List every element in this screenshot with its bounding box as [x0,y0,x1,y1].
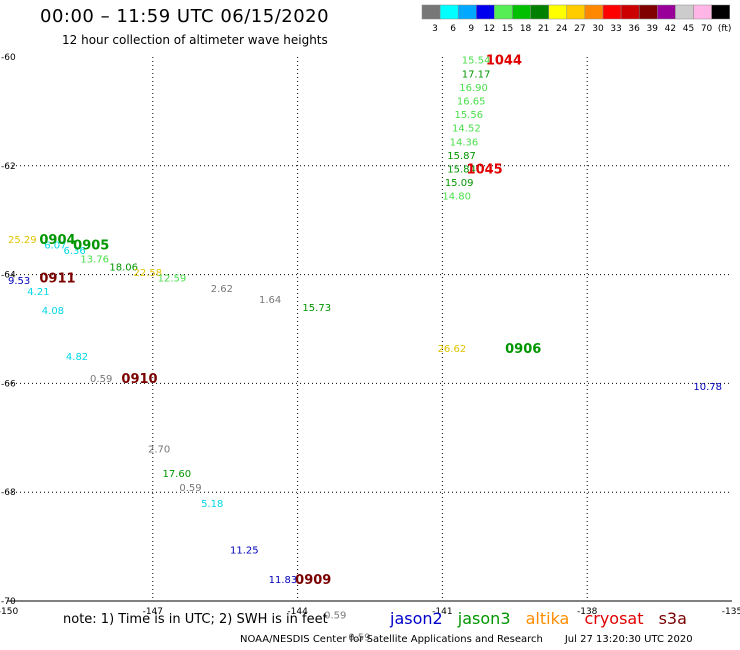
x-tick-label: -144 [287,607,308,617]
swh-label: 16.65 [457,97,486,108]
x-tick-label: -141 [432,607,452,617]
footer-credit: NOAA/NESDIS Center for Satellite Applica… [240,634,693,645]
swh-label: 2.70 [148,445,170,456]
scale-label: 30 [592,24,604,34]
sat-jason3: jason3 [457,609,511,628]
swh-label: 11.25 [230,545,259,556]
swh-label: 0.59 [90,374,112,385]
scale-label: 18 [520,24,532,34]
credit-timestamp: Jul 27 13:20:30 UTC 2020 [564,634,693,645]
chart-title: 00:00 – 11:59 UTC 06/15/2020 [40,6,330,27]
swh-label: 15.09 [445,178,474,189]
swh-label: 0.59 [324,611,346,622]
scale-label: 27 [574,24,585,34]
swh-label: 5.18 [201,499,223,510]
scale-label: 36 [628,24,640,34]
time-label: 0910 [121,372,157,387]
swh-label: 15.56 [454,110,483,121]
x-tick-label: -135 [722,607,740,617]
x-tick-label: -150 [0,607,18,617]
sat-jason2: jason2 [390,609,443,628]
swh-label: 12.59 [158,273,187,284]
swh-label: 4.21 [27,287,49,298]
swh-label: 14.52 [452,124,481,135]
sat-altika: altika [525,609,570,628]
time-label: 0905 [73,239,109,254]
time-label: 1044 [486,54,522,69]
swh-label: 6.07 [44,241,66,252]
sat-s3a: s3a [658,609,687,628]
scale-label: 39 [647,24,659,34]
swh-label: 15.54 [462,56,491,67]
swh-label: 13.76 [80,254,109,265]
swh-label: 14.36 [450,137,479,148]
swh-label: 11.83 [269,575,298,586]
y-tick-label: -62 [1,162,16,172]
scale-label: 15 [502,24,513,34]
scale-label: 9 [468,24,474,34]
y-tick-label: -64 [1,271,16,281]
swh-label: 15.84 [447,165,476,176]
scale-label: 45 [683,24,694,34]
swh-label: 14.80 [442,192,471,203]
time-label: 0909 [295,573,331,588]
wave-height-color-scale: 3 6 9 12 15 18 21 24 27 30 33 36 39 42 45 70 (ft) [421,4,732,34]
time-label: 0911 [39,271,75,286]
swh-label: 17.17 [462,69,491,80]
swh-label: 25.29 [8,235,37,246]
swh-label: 10.78 [693,382,722,393]
swh-label: 16.90 [459,83,488,94]
scale-label: 42 [665,24,676,34]
swh-label: 17.60 [162,469,191,480]
scale-swatch [711,4,730,20]
x-tick-label: -147 [143,607,163,617]
scale-label: 12 [484,24,495,34]
y-tick-label: -68 [1,488,16,498]
credit-text: NOAA/NESDIS Center for Satellite Applica… [240,634,543,645]
swh-label: 15.73 [302,303,331,314]
scale-label: 3 [432,24,438,34]
time-label: 0906 [505,342,541,357]
footer-note: note: 1) Time is in UTC; 2) SWH is in fe… [63,612,328,627]
scale-label: 21 [538,24,549,34]
swh-label: 4.82 [66,352,88,363]
time-label: 1045 [467,163,503,178]
scale-label: 33 [610,24,621,34]
y-tick-label: -66 [1,379,16,389]
time-label: 0904 [39,233,75,248]
sat-cryosat: cryosat [584,609,644,628]
swh-label: 9.53 [8,276,30,287]
swh-label: 1.64 [259,295,281,306]
swh-label: 18.06 [109,262,138,273]
swh-label: 4.08 [42,306,64,317]
swh-label: 0.59 [179,483,201,494]
swh-label: 2.62 [211,284,233,295]
y-tick-label: -70 [1,597,16,607]
scale-label: 70 [701,24,713,34]
swh-label: 26.62 [438,344,467,355]
scale-label: 24 [556,24,568,34]
x-tick-label: -138 [577,607,598,617]
swh-label: 15.87 [447,151,476,162]
chart-subtitle: 12 hour collection of altimeter wave hei… [62,33,328,47]
swh-label: 22.58 [133,268,162,279]
scale-label: 6 [450,24,456,34]
satellite-legend: jason2 jason3 altika cryosat s3a [390,609,697,628]
swh-label: 0.59 [348,632,370,643]
scale-label: (ft) [718,24,732,34]
y-tick-label: -60 [1,53,16,63]
swh-label: 6.36 [64,246,86,257]
